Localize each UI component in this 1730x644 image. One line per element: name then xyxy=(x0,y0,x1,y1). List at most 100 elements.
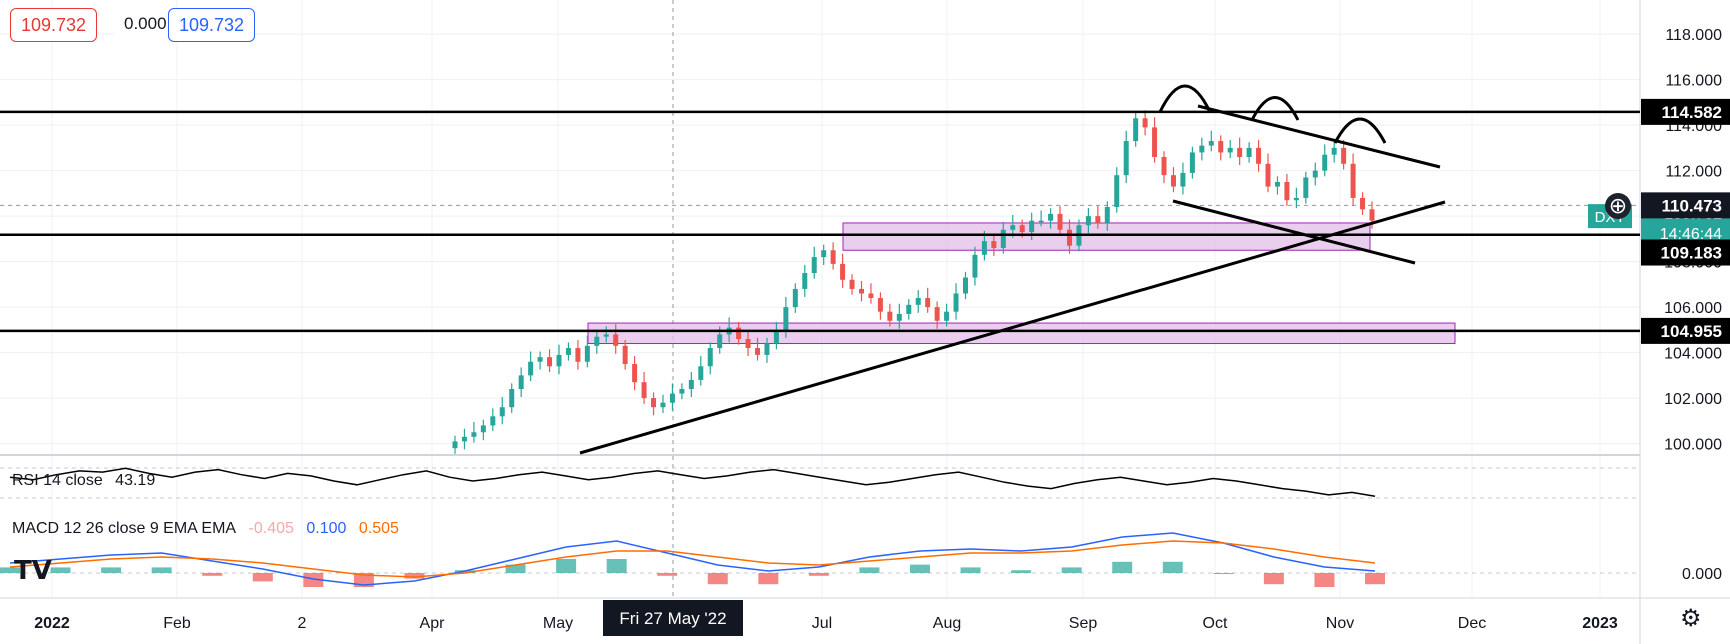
right-shoulder-arc xyxy=(1333,117,1387,144)
macd-legend[interactable]: MACD 12 26 close 9 EMA EMA -0.405 0.100 … xyxy=(12,520,407,538)
macd-signal-value: 0.505 xyxy=(358,520,399,537)
macd-histogram-bar xyxy=(1263,573,1284,585)
macd-histogram-bar xyxy=(657,573,678,576)
rsi-legend[interactable]: RSI 14 close 43.19 xyxy=(12,472,163,490)
candle-body xyxy=(1123,141,1129,176)
candle-body xyxy=(840,263,846,280)
candle-body xyxy=(962,277,968,294)
candle-body xyxy=(925,298,931,308)
macd-histogram-bar xyxy=(1213,573,1234,574)
macd-histogram-bar xyxy=(606,559,627,573)
lower-demand-zone xyxy=(587,322,1456,345)
candle-body xyxy=(1227,147,1233,153)
candle-body xyxy=(1237,147,1243,157)
candle-body xyxy=(613,334,619,346)
head-arc xyxy=(1250,96,1300,121)
candle-body xyxy=(915,298,921,305)
macd-histogram-bar xyxy=(1061,567,1082,573)
time-tick-label: Oct xyxy=(1203,615,1228,632)
candle-body xyxy=(1303,177,1309,198)
candle-body xyxy=(773,329,779,344)
candle-body xyxy=(509,389,515,408)
candle-body xyxy=(1312,170,1318,178)
candle-body xyxy=(537,357,543,362)
legend-open-value: 109.732 xyxy=(10,8,98,42)
rising-support-trendline xyxy=(579,200,1446,455)
candle-body xyxy=(981,241,987,255)
candle-body xyxy=(622,345,628,364)
time-tick-label: Apr xyxy=(420,615,446,632)
candle-body xyxy=(1246,147,1252,157)
candle-body xyxy=(594,336,600,346)
candle-body xyxy=(575,348,581,362)
candle-body xyxy=(972,254,978,278)
settings-gear-icon[interactable]: ⚙ xyxy=(1680,605,1702,632)
candle-body xyxy=(452,441,458,449)
falling-channel-lower-line xyxy=(1172,199,1416,265)
candle-body xyxy=(887,311,893,321)
candle-body xyxy=(783,307,789,330)
candle-body xyxy=(707,348,713,367)
price-tick-label: 106.000 xyxy=(1664,300,1722,317)
candle-body xyxy=(584,345,590,362)
candle-body xyxy=(802,273,808,289)
candle-body xyxy=(906,304,912,314)
candle-body xyxy=(1048,213,1054,221)
candle-body xyxy=(953,293,959,312)
candles xyxy=(452,110,1375,454)
time-tick-label: Dec xyxy=(1458,615,1486,632)
candle-body xyxy=(1218,141,1224,153)
countdown-label: 14:46:44 xyxy=(1660,226,1722,243)
price-tick-label: 104.000 xyxy=(1664,346,1722,363)
macd-histogram-bar xyxy=(1162,561,1183,573)
candle-body xyxy=(499,407,505,417)
candle-body xyxy=(1360,197,1366,210)
candle-body xyxy=(896,313,902,321)
time-tick-label: Sep xyxy=(1069,615,1098,632)
candle-body xyxy=(632,364,638,383)
macd-histogram-bar xyxy=(1112,561,1133,573)
candle-body xyxy=(1133,118,1139,142)
candle-body xyxy=(1350,163,1356,198)
rsi-pane xyxy=(0,467,1640,499)
candle-body xyxy=(1293,197,1299,201)
candle-body xyxy=(471,432,477,437)
macd-histogram-bar xyxy=(1314,573,1335,587)
candle-body xyxy=(1256,147,1262,164)
candle-body xyxy=(1284,182,1290,201)
crosshair-plus-icon[interactable]: ⊕ xyxy=(1605,193,1631,219)
macd-histogram-bar xyxy=(808,573,829,576)
candle-body xyxy=(1199,145,1205,153)
time-tick-label: Nov xyxy=(1326,615,1354,632)
falling-resistance-trendline xyxy=(1197,104,1441,169)
candle-body xyxy=(698,366,704,380)
macd-zero-tick-label: 0.000 xyxy=(1682,566,1722,583)
price-tick-label: 100.000 xyxy=(1664,437,1722,454)
support-2-price-label: 104.955 xyxy=(1661,322,1722,341)
support-1-price-label: 109.183 xyxy=(1661,244,1722,263)
macd-histogram-bar xyxy=(910,564,930,573)
axes[interactable]: 118.000116.000114.000112.000110.000108.0… xyxy=(34,27,1722,636)
candle-body xyxy=(547,357,553,367)
macd-signal-line xyxy=(9,540,1376,578)
candle-body xyxy=(859,288,865,294)
candle-body xyxy=(1085,216,1091,226)
macd-pane xyxy=(0,532,1640,587)
candle-body xyxy=(1029,220,1035,233)
candle-body xyxy=(1152,127,1158,157)
time-tick-label: 2023 xyxy=(1582,615,1618,632)
support-1-price-label-box xyxy=(1641,239,1730,266)
candle-body xyxy=(1000,229,1006,248)
macd-histogram-bar xyxy=(758,573,779,585)
candle-body xyxy=(1369,209,1375,221)
price-tick-label: 118.000 xyxy=(1665,27,1722,44)
candle-body xyxy=(603,334,609,337)
legend-change-value: 0.000 xyxy=(114,8,177,40)
macd-histogram-bar xyxy=(1011,570,1032,573)
macd-label: MACD 12 26 close 9 EMA EMA xyxy=(12,520,237,537)
candle-body xyxy=(1057,213,1063,230)
macd-line xyxy=(9,532,1376,586)
candle-body xyxy=(792,288,798,308)
tradingview-logo-icon[interactable]: 𝗧𝗩 xyxy=(14,555,52,585)
